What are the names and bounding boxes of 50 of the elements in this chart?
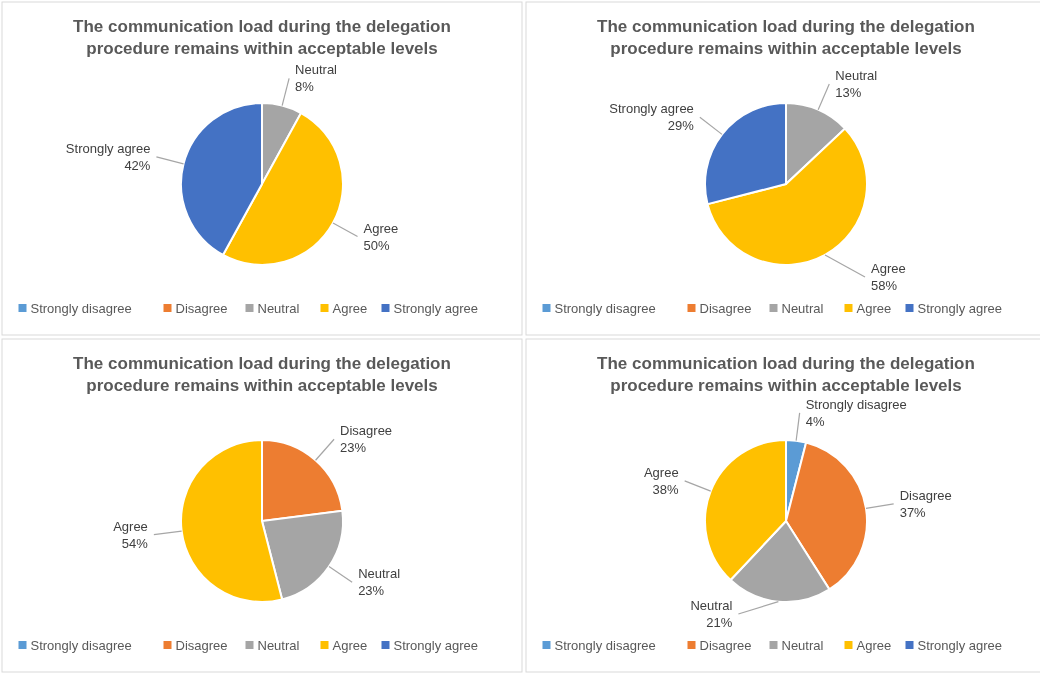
data-label: 4% <box>805 413 825 429</box>
chart-title: The communication load during the delegation procedure remains within acceptable levels <box>73 354 451 395</box>
data-label: 29% <box>667 118 695 134</box>
data-label: 58% <box>871 278 898 293</box>
data-label: 23% <box>340 440 367 456</box>
legend-label: Strongly disagree <box>30 638 132 653</box>
slice-label: Strongly agree <box>609 101 694 117</box>
slice-label: Agree <box>363 220 399 236</box>
legend-label: Neutral <box>257 301 300 316</box>
slice-label: Neutral <box>690 598 733 613</box>
slice-label: Strongly agree <box>65 140 151 156</box>
data-label: 54% <box>121 535 149 551</box>
legend-label: Strongly disagree <box>554 301 656 316</box>
legend-label: Strongly agree <box>393 301 479 316</box>
legend-label: Agree <box>332 301 368 316</box>
data-label: 37% <box>899 504 927 520</box>
slice-label: Strongly disagree <box>805 396 907 412</box>
legend-label: Disagree <box>175 301 228 316</box>
slice-label: Agree <box>113 518 148 534</box>
chart-title: The communication load during the delegation procedure remains within acceptable levels <box>597 354 975 395</box>
legend-label: Agree <box>856 638 892 653</box>
data-label: 8% <box>295 79 315 95</box>
legend-label: Neutral <box>781 301 824 316</box>
slice-label: Disagree <box>899 487 952 503</box>
slice-label: Neutral <box>295 62 338 78</box>
legend-label: Disagree <box>699 301 752 316</box>
legend-label: Neutral <box>257 638 300 653</box>
legend-label: Neutral <box>781 638 824 653</box>
chart-title: The communication load during the delegation procedure remains within acceptable levels <box>73 17 451 58</box>
slice-label: Neutral <box>358 566 401 582</box>
legend-label: Strongly disagree <box>30 301 132 316</box>
legend-label: Strongly agree <box>917 301 1003 316</box>
legend-label: Strongly agree <box>917 638 1003 653</box>
data-label: 21% <box>706 615 733 630</box>
data-label: 42% <box>124 157 151 173</box>
slice-label: Neutral <box>835 67 878 83</box>
slice-label: Disagree <box>340 423 393 439</box>
legend-label: Strongly agree <box>393 638 479 653</box>
legend-label: Agree <box>856 301 892 316</box>
legend-label: Agree <box>332 638 368 653</box>
data-label: 23% <box>358 583 385 599</box>
data-label: 38% <box>652 481 680 497</box>
chart-title: The communication load during the delegation procedure remains within acceptable levels <box>597 17 975 58</box>
slice-label: Agree <box>871 261 906 276</box>
legend-label: Disagree <box>699 638 752 653</box>
slice-label: Agree <box>643 464 679 480</box>
data-label: 50% <box>363 237 390 253</box>
legend-label: Strongly disagree <box>554 638 656 653</box>
legend-label: Disagree <box>175 638 228 653</box>
data-label: 13% <box>835 84 862 100</box>
